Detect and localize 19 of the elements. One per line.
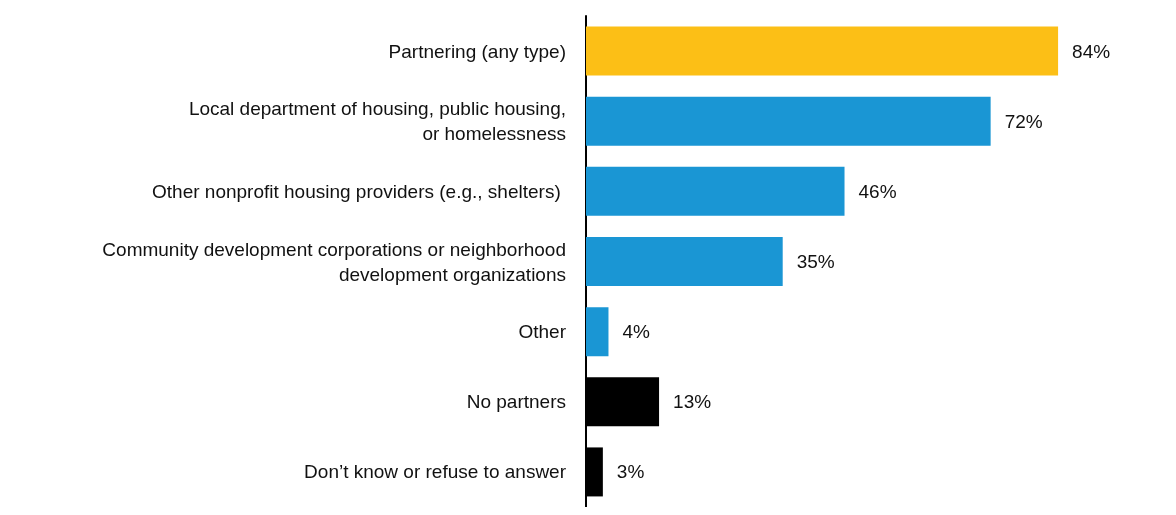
bar [586,26,1059,76]
y-tick-label: Don’t know or refuse to answer [304,461,567,483]
y-tick-label: No partners [466,391,566,413]
y-tick-label: Local department of housing, public housing, or homelessness [188,98,566,145]
data-label: 84% [1072,40,1111,62]
bar [586,96,991,146]
y-tick-label: Partnering (any type) [388,40,566,62]
data-label: 4% [622,321,651,343]
data-label: 35% [796,251,835,272]
data-label: 46% [858,180,897,202]
y-tick-label: Other nonprofit housing providers (e.g., shelters) [152,180,566,202]
bar [586,307,609,357]
data-label: 72% [1004,110,1043,132]
y-tick-label: Community development corporations or neighborhood development organizations [102,238,566,285]
bar [586,237,783,286]
data-label: 13% [673,391,712,413]
y-tick-label: Other [518,321,567,343]
bar [586,166,845,216]
data-label: 3% [616,461,645,483]
